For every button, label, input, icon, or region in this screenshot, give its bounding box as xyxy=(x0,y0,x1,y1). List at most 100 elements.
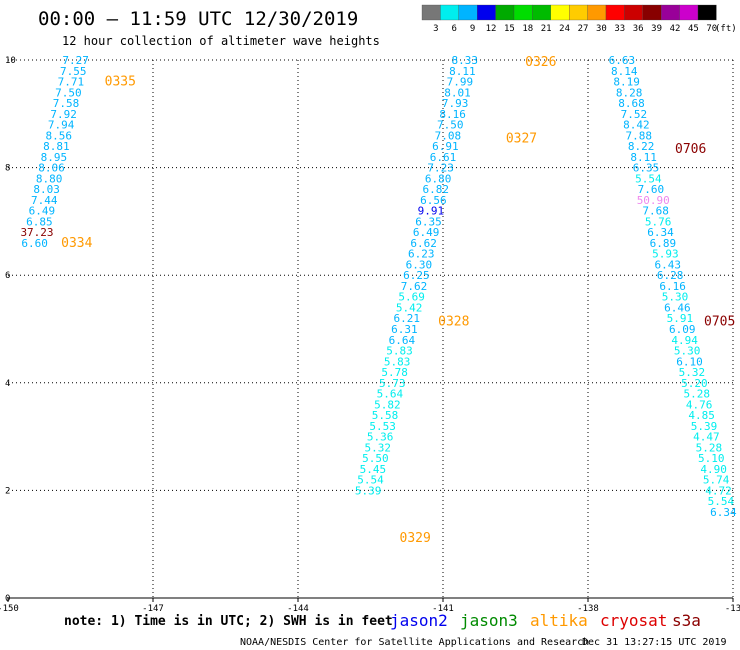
x-tick-label: -147 xyxy=(142,604,164,614)
swh-value: 8.68 xyxy=(618,97,645,110)
legend-jason3: jason3 xyxy=(460,611,518,630)
swh-value: 7.68 xyxy=(642,205,669,218)
colorbar-swatch xyxy=(605,4,625,21)
colorbar-label: 3 xyxy=(433,24,438,34)
swh-value: 6.91 xyxy=(432,140,459,153)
swh-value: 5.32 xyxy=(679,366,706,379)
legend-s3a: s3a xyxy=(672,611,701,630)
colorbar-label: 70 xyxy=(706,24,717,34)
x-tick-label: -150 xyxy=(0,604,19,614)
swh-value: 6.34 xyxy=(647,226,674,239)
pass-time-label: 0335 xyxy=(105,74,136,89)
swh-value: 5.39 xyxy=(355,484,382,497)
colorbar-label: 24 xyxy=(559,24,570,34)
track-altika: 8.338.117.998.017.938.167.507.086.916.61… xyxy=(355,54,557,546)
y-tick-label: 8 xyxy=(5,164,10,174)
swh-value: 8.11 xyxy=(449,65,476,78)
swh-value: 50.90 xyxy=(637,194,670,207)
pass-time-label: 0706 xyxy=(675,142,706,157)
swh-value: 5.93 xyxy=(652,248,679,261)
swh-value: 5.28 xyxy=(684,388,711,401)
swh-value: 6.35 xyxy=(415,215,442,228)
swh-value: 7.52 xyxy=(621,108,648,121)
swh-value: 6.28 xyxy=(657,269,684,282)
swh-value: 5.58 xyxy=(372,409,399,422)
swh-value: 5.32 xyxy=(365,441,392,454)
colorbar-unit: (ft) xyxy=(715,24,737,34)
swh-value: 4.76 xyxy=(686,398,713,411)
x-tick-label: -141 xyxy=(432,604,454,614)
swh-value: 5.10 xyxy=(698,452,725,465)
swh-value: 6.60 xyxy=(21,237,48,250)
x-tick-label: -13 xyxy=(725,604,740,614)
colorbar-label: 33 xyxy=(614,24,625,34)
colorbar-swatch xyxy=(642,4,662,21)
pass-time-label: 0328 xyxy=(438,314,469,329)
colorbar-swatch xyxy=(661,4,680,21)
swh-value: 6.80 xyxy=(425,172,452,185)
colorbar-label: 21 xyxy=(541,24,552,34)
swh-value: 5.83 xyxy=(384,355,411,368)
swh-value: 5.73 xyxy=(379,377,406,390)
swh-value: 6.34 xyxy=(710,506,737,519)
colorbar-swatch xyxy=(458,4,478,21)
swh-value: 37.23 xyxy=(20,226,53,239)
swh-value: 6.64 xyxy=(389,334,416,347)
y-tick-label: 0 xyxy=(5,594,10,604)
swh-value: 7.62 xyxy=(401,280,428,293)
swh-value: 6.82 xyxy=(423,183,450,196)
swh-value: 5.54 xyxy=(635,172,662,185)
swh-value: 7.08 xyxy=(435,129,462,142)
swh-value: 9.91 xyxy=(418,205,445,218)
swh-value: 5.28 xyxy=(696,441,723,454)
footnote: note: 1) Time is in UTC; 2) SWH is in fe… xyxy=(64,614,393,629)
swh-value: 8.95 xyxy=(41,151,68,164)
swh-value: 5.69 xyxy=(398,291,425,304)
swh-value: 7.94 xyxy=(48,119,75,132)
swh-value: 8.22 xyxy=(628,140,655,153)
swh-value: 6.49 xyxy=(413,226,440,239)
colorbar: 3 6 9 12 15 18 21 24 27 30 33 36 39 42 45 70 xyxy=(421,4,717,34)
y-axis-ticks: 0 2 4 6 8 10 xyxy=(5,56,16,604)
colorbar-swatch xyxy=(513,4,533,21)
swh-value: 7.27 xyxy=(62,54,89,67)
colorbar-label: 9 xyxy=(470,24,475,34)
grid xyxy=(8,59,734,598)
colorbar-swatch xyxy=(477,4,496,21)
swh-value: 5.50 xyxy=(362,452,389,465)
legend-cryosat: cryosat xyxy=(600,611,667,630)
legend-altika: altika xyxy=(530,611,588,630)
swh-value: 8.14 xyxy=(611,65,638,78)
swh-value: 8.03 xyxy=(33,183,60,196)
swh-value: 8.80 xyxy=(36,172,63,185)
pass-time-label: 0326 xyxy=(525,55,556,70)
swh-value: 6.16 xyxy=(659,280,686,293)
pass-time-label: 0705 xyxy=(704,314,735,329)
colorbar-swatch xyxy=(532,4,551,21)
colorbar-label: 27 xyxy=(578,24,589,34)
swh-value: 6.62 xyxy=(410,237,437,250)
satellite-tracks: 7.277.557.717.507.587.927.948.568.818.95… xyxy=(20,54,737,546)
colorbar-label: 15 xyxy=(504,24,515,34)
track-s3a: 6.638.148.198.288.687.528.427.888.228.11… xyxy=(609,54,737,519)
legend-jason2: jason2 xyxy=(390,611,448,630)
colorbar-swatch xyxy=(569,4,588,21)
swh-value: 5.78 xyxy=(381,366,408,379)
pass-time-label: 0334 xyxy=(61,236,92,251)
y-tick-label: 2 xyxy=(5,486,10,496)
y-tick-label: 6 xyxy=(5,271,10,281)
swh-value: 6.35 xyxy=(633,162,660,175)
colorbar-label: 45 xyxy=(688,24,699,34)
swh-value: 6.89 xyxy=(650,237,677,250)
swh-value: 5.64 xyxy=(377,388,404,401)
swh-value: 7.50 xyxy=(55,86,82,99)
swh-value: 8.11 xyxy=(630,151,657,164)
colorbar-swatch xyxy=(440,4,459,21)
swh-value: 8.42 xyxy=(623,119,650,132)
swh-value: 5.54 xyxy=(357,474,384,487)
swh-value: 5.76 xyxy=(645,215,672,228)
swh-value: 8.56 xyxy=(46,129,73,142)
colorbar-swatch xyxy=(679,4,699,21)
chart-subtitle: 12 hour collection of altimeter wave hei… xyxy=(62,34,380,48)
swh-value: 5.53 xyxy=(369,420,396,433)
